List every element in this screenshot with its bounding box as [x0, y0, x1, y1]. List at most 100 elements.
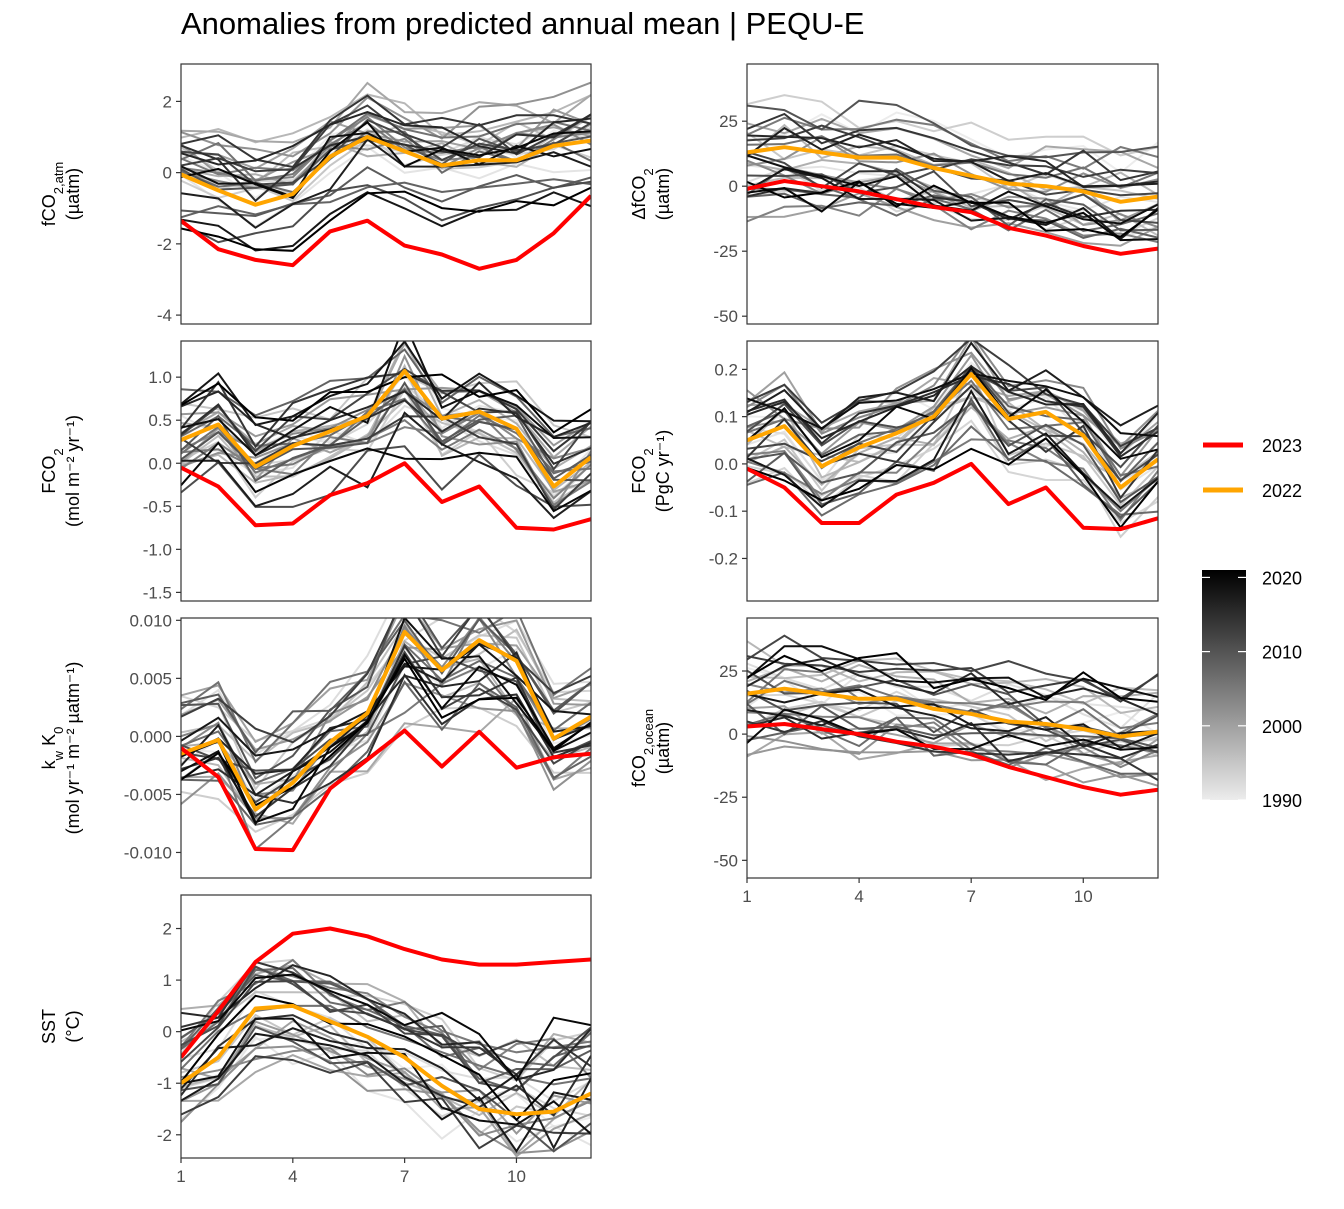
y-tick-label: -50 — [713, 307, 738, 326]
y-axis-unit: (µatm) — [653, 168, 673, 220]
history-line-2013 — [181, 1055, 591, 1150]
history-line-1999 — [747, 731, 1158, 782]
y-tick-label: 25 — [719, 112, 738, 131]
label-part: k — [39, 759, 59, 769]
panel-fco2-flux-area: 1.0 0.5 0.0 -0.5 -1.0 -1.5 FCO2(mol m⁻² yr⁻¹) — [39, 340, 592, 602]
label-part: 2 — [641, 448, 656, 455]
history-line-1991 — [747, 672, 1158, 712]
history-line-2009 — [747, 703, 1158, 749]
panel-lines — [181, 926, 591, 1158]
y-tick-label: 0.010 — [129, 611, 172, 630]
history-line-2018 — [181, 1032, 591, 1154]
y-tick-label: -50 — [713, 851, 738, 870]
history-line-1996 — [747, 657, 1158, 705]
series-line-2023 — [747, 179, 1158, 256]
panel-lines — [747, 341, 1158, 539]
y-tick-label: 0.2 — [714, 360, 738, 379]
history-line-1994 — [181, 706, 591, 833]
y-label-group: fCO2,atm(µatm) — [39, 162, 83, 227]
history-line-2006 — [747, 679, 1158, 738]
label-part: 0 — [51, 727, 66, 734]
label-part: 2 — [51, 448, 66, 455]
history-line-2015 — [747, 374, 1158, 458]
label-part: 2 — [641, 168, 656, 175]
history-line-2020 — [747, 180, 1158, 242]
legend-label-2022: 2022 — [1262, 481, 1302, 501]
label-part: SST — [39, 1009, 59, 1044]
y-tick-label: 0 — [163, 1023, 172, 1042]
panel-lines — [181, 81, 591, 271]
history-line-2010 — [747, 99, 1158, 159]
history-line-2013 — [181, 104, 591, 173]
y-tick-label: 2 — [163, 92, 172, 111]
y-tick-label: -4 — [157, 306, 172, 325]
history-line-1994 — [181, 387, 591, 499]
history-line-1998 — [747, 663, 1158, 715]
history-line-2009 — [181, 166, 591, 218]
legend-label-2023: 2023 — [1262, 436, 1302, 456]
history-line-2019 — [181, 341, 591, 457]
y-tick-label: -1.0 — [143, 540, 172, 559]
history-line-2002 — [181, 1045, 591, 1155]
y-tick-label: 2 — [163, 920, 172, 939]
panel-fco2-ocean: 25 0 -25 -501 4 7 10 fCO2,ocean(µatm) — [629, 617, 1159, 906]
y-tick-label: -25 — [713, 788, 738, 807]
series-line-2022 — [181, 369, 591, 489]
x-tick-label: 1 — [176, 1167, 185, 1186]
y-tick-label: -0.1 — [709, 502, 738, 521]
series-line-2023 — [747, 722, 1158, 797]
x-tick-label: 7 — [966, 887, 975, 906]
y-label-group: fCO2,ocean(µatm) — [629, 709, 673, 787]
history-line-2010 — [181, 1025, 591, 1153]
history-line-2018 — [747, 688, 1158, 750]
y-tick-label: -0.010 — [124, 843, 172, 862]
y-tick-label: 0.0 — [714, 455, 738, 474]
panel-frame — [746, 617, 1159, 879]
history-line-2013 — [747, 655, 1158, 703]
y-tick-label: 0.5 — [148, 411, 172, 430]
label-part: FCO — [39, 456, 59, 494]
label-part: ΔfCO — [629, 176, 649, 220]
history-line-2021 — [181, 373, 591, 434]
x-tick-label: 7 — [400, 1167, 409, 1186]
history-line-2012 — [181, 980, 591, 1063]
y-label-group: SST (°C) — [39, 1009, 83, 1044]
history-line-2015 — [181, 1014, 591, 1117]
history-line-2016 — [181, 381, 591, 440]
history-line-1996 — [747, 395, 1158, 481]
colorbar-bar — [1202, 570, 1246, 800]
y-axis-label: kw K0 — [39, 727, 66, 770]
history-line-2018 — [747, 389, 1158, 510]
history-line-2015 — [747, 716, 1158, 763]
panel-fco2-flux-total: 0.2 0.1 0.0 -0.1 -0.2 FCO2(PgC yr⁻¹) — [629, 340, 1159, 602]
panel-kw-k0: 0.010 0.005 0.000 -0.005 -0.010 kw K0(mol yr⁻… — [39, 611, 592, 879]
history-line-2013 — [181, 415, 591, 512]
history-line-2001 — [747, 745, 1158, 787]
y-tick-label: 1.0 — [148, 368, 172, 387]
panel-fco2-atm: 2 0 -2 -4 fCO2,atm(µatm) — [39, 63, 592, 325]
x-tick-label: 4 — [854, 887, 863, 906]
colorbar-label: 2020 — [1262, 568, 1302, 588]
history-line-2013 — [747, 124, 1158, 178]
panel-frame — [180, 340, 592, 602]
panel-lines — [747, 94, 1158, 256]
panel-lines — [181, 341, 591, 532]
y-axis-unit: (µatm) — [653, 722, 673, 774]
colorbar-label: 2000 — [1262, 717, 1302, 737]
label-part: 2,ocean — [641, 709, 656, 755]
y-axis-label: fCO2,ocean — [629, 709, 656, 787]
y-label-group: ΔfCO2(µatm) — [629, 168, 673, 220]
history-line-2021 — [181, 186, 591, 252]
history-line-2017 — [181, 411, 591, 520]
y-axis-label: fCO2,atm — [39, 162, 66, 227]
y-label-group: FCO2(PgC yr⁻¹) — [629, 430, 673, 513]
history-line-2021 — [747, 437, 1158, 530]
history-line-2006 — [181, 112, 591, 182]
y-axis-unit: (PgC yr⁻¹) — [653, 430, 673, 513]
y-label-group: FCO2(mol m⁻² yr⁻¹) — [39, 415, 83, 527]
history-line-2009 — [747, 397, 1158, 519]
y-tick-label: 0 — [729, 725, 738, 744]
y-tick-label: -1.5 — [143, 583, 172, 602]
panel-lines — [181, 618, 591, 853]
y-axis-label: SST — [39, 1009, 59, 1044]
